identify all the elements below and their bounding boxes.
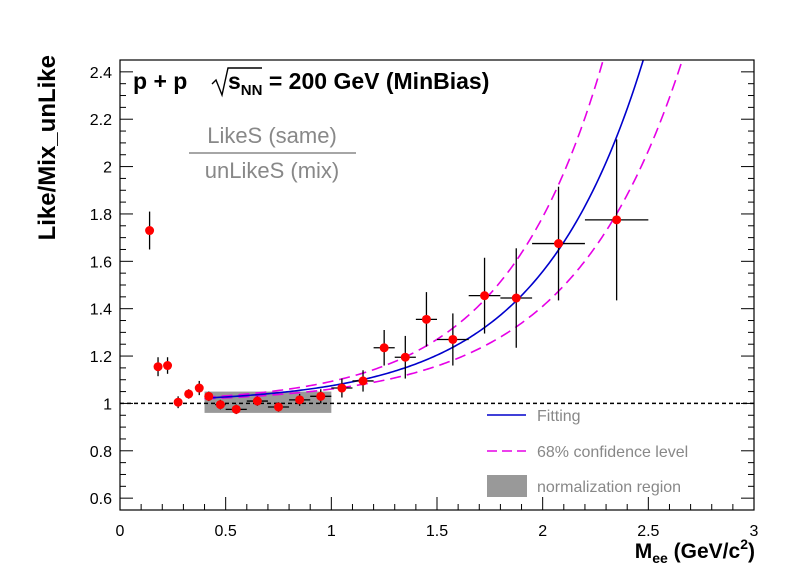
xlabel-main: M xyxy=(635,540,653,563)
data-marker xyxy=(295,395,305,405)
data-point xyxy=(163,357,173,374)
data-point xyxy=(584,139,649,301)
legend-region-swatch xyxy=(487,475,527,497)
sqrt-sign xyxy=(211,67,262,98)
data-point xyxy=(373,330,395,366)
title-sqrt-s: s xyxy=(228,68,241,94)
data-marker xyxy=(337,383,347,393)
data-marker xyxy=(400,352,410,362)
data-marker xyxy=(215,400,225,410)
ratio-numerator: LikeS (same) xyxy=(207,123,337,148)
data-point xyxy=(153,357,163,377)
data-point xyxy=(352,370,374,392)
fit-curve xyxy=(204,60,645,399)
x-axis-label: Mee (GeV/c2) xyxy=(635,536,755,566)
y-tick-label: 1.8 xyxy=(90,207,112,224)
data-marker xyxy=(316,391,326,401)
chart-title-energy: sNN = 200 GeV (MinBias) xyxy=(228,68,489,99)
data-point xyxy=(215,399,226,410)
data-point xyxy=(415,292,437,347)
data-marker xyxy=(204,391,214,401)
legend: Fitting 68% confidence level normalizati… xyxy=(487,408,688,497)
data-point xyxy=(394,335,416,379)
title-sqrt-sub: NN xyxy=(241,82,263,99)
data-marker xyxy=(612,215,622,225)
xlabel-close: ) xyxy=(748,540,755,563)
data-marker xyxy=(231,404,241,414)
data-marker xyxy=(145,226,155,236)
data-point xyxy=(225,404,247,415)
data-marker xyxy=(379,343,389,353)
data-point xyxy=(310,389,332,404)
legend-confidence-label: 68% confidence level xyxy=(537,444,688,461)
data-point xyxy=(331,378,353,398)
data-point xyxy=(532,186,585,301)
ratio-denominator: unLikeS (mix) xyxy=(205,158,339,183)
y-tick-label: 2.2 xyxy=(90,112,112,129)
y-tick-label: 0.8 xyxy=(90,444,112,461)
x-tick-label: 1 xyxy=(327,523,336,540)
data-marker xyxy=(480,291,490,301)
xlabel-sub: ee xyxy=(652,550,668,566)
y-tick-label: 0.6 xyxy=(90,491,112,508)
data-point xyxy=(289,393,311,406)
data-point xyxy=(267,402,290,412)
data-marker xyxy=(274,402,283,412)
x-tick-label: 3 xyxy=(750,523,759,540)
xlabel-unit: (GeV/c xyxy=(668,540,741,563)
data-marker xyxy=(163,361,173,371)
legend-fit-label: Fitting xyxy=(537,408,581,425)
data-point xyxy=(173,396,183,409)
x-tick-label: 0 xyxy=(116,523,125,540)
data-point xyxy=(194,380,204,396)
axis-ticks-layer: 0 0.5 1 1.5 2 2.5 3 0.6 0.8 1 1.2 1.4 1.6 1.8 2 2.2 2.4 xyxy=(90,59,759,540)
data-marker xyxy=(252,396,262,406)
data-point xyxy=(184,389,194,399)
data-point xyxy=(468,257,501,334)
data-marker xyxy=(421,314,431,324)
x-tick-label: 1.5 xyxy=(426,523,448,540)
chart-title: p + p xyxy=(133,68,187,94)
x-tick-label: 0.5 xyxy=(215,523,237,540)
y-tick-label: 1.6 xyxy=(90,254,112,271)
legend-region-label: normalization region xyxy=(537,479,681,496)
data-marker xyxy=(554,239,564,249)
data-point xyxy=(246,396,268,406)
y-axis-label: Like/Mix_unLike xyxy=(34,55,61,240)
confidence-lower-curve xyxy=(204,60,684,400)
y-tick-label: 1 xyxy=(103,396,112,413)
data-points-layer xyxy=(145,139,649,415)
confidence-upper-curve xyxy=(204,60,605,399)
data-point xyxy=(204,391,214,402)
data-marker xyxy=(194,383,204,393)
data-point xyxy=(437,313,469,366)
data-marker xyxy=(173,397,183,407)
x-tick-label: 2.5 xyxy=(637,523,659,540)
x-tick-label: 2 xyxy=(538,523,547,540)
title-tail: = 200 GeV (MinBias) xyxy=(262,68,489,94)
data-point xyxy=(145,211,155,250)
data-marker xyxy=(448,334,458,344)
data-marker xyxy=(184,389,194,399)
y-tick-label: 1.4 xyxy=(90,302,112,319)
data-marker xyxy=(511,293,521,303)
y-tick-label: 2.4 xyxy=(90,65,112,82)
y-tick-label: 2 xyxy=(103,160,112,177)
y-tick-label: 1.2 xyxy=(90,349,112,366)
curve-layer xyxy=(204,60,684,400)
xlabel-sup: 2 xyxy=(740,536,748,552)
data-point xyxy=(500,248,533,348)
data-marker xyxy=(358,376,368,386)
title-main: p + p xyxy=(133,68,187,94)
data-marker xyxy=(153,362,163,372)
